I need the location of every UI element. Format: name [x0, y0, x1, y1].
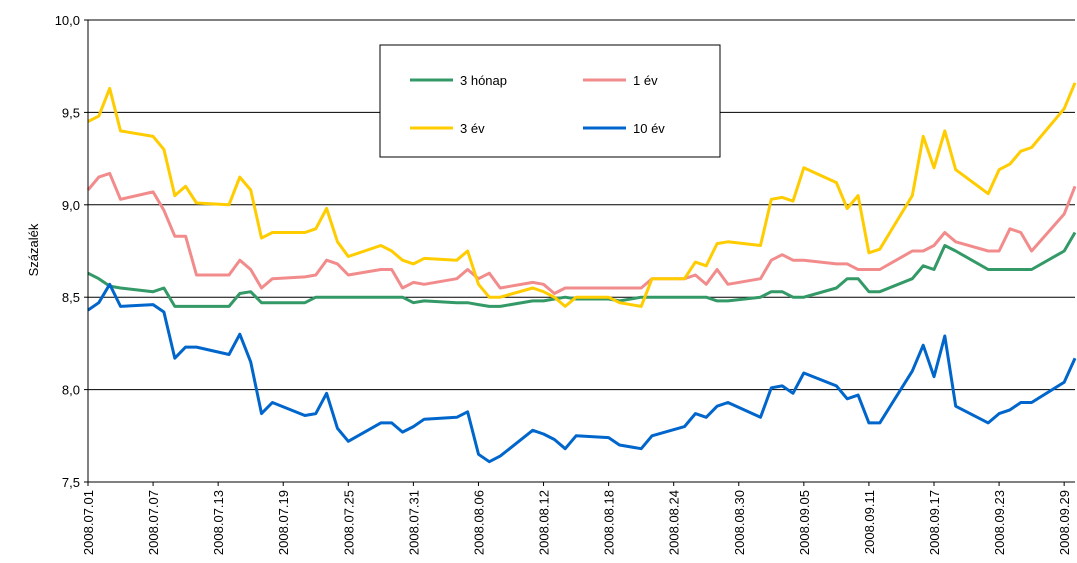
x-tick-label: 2008.08.30	[732, 490, 747, 555]
y-axis-label: Százalék	[26, 223, 41, 276]
axes	[84, 19, 1075, 486]
series-line-4	[87, 282, 1077, 464]
x-tick-label: 2008.08.06	[471, 490, 486, 555]
legend-label: 3 hónap	[460, 73, 507, 88]
x-tick-label: 2008.07.01	[81, 490, 96, 555]
legend-label: 3 év	[460, 121, 485, 136]
legend-box	[379, 44, 721, 158]
series-line-1	[87, 231, 1077, 308]
legend: 3 hónap 1 év 3 év 10 év	[379, 44, 721, 158]
y-tick-label: 7,5	[62, 475, 80, 490]
x-tick-labels: 2008.07.01 2008.07.07 2008.07.13 2008.07.19…	[81, 490, 1072, 555]
y-tick-labels: 10,0 9,5 9,0 8,5 8,0 7,5	[55, 13, 80, 490]
legend-label: 10 év	[633, 121, 665, 136]
y-tick-label: 8,0	[62, 383, 80, 398]
x-tick-label: 2008.07.25	[341, 490, 356, 555]
x-tick-label: 2008.09.11	[862, 490, 877, 554]
x-tick-label: 2008.08.24	[667, 490, 682, 555]
x-tick-label: 2008.08.12	[537, 490, 552, 555]
series-lines	[86, 82, 1077, 464]
legend-label: 1 év	[633, 73, 658, 88]
x-tick-label: 2008.07.19	[276, 490, 291, 555]
x-tick-label: 2008.09.17	[927, 490, 942, 555]
x-tick-label: 2008.07.13	[211, 490, 226, 555]
x-tick-label: 2008.09.29	[1057, 490, 1072, 555]
x-tick-label: 2008.07.31	[406, 490, 421, 555]
y-tick-label: 10,0	[55, 13, 80, 28]
y-tick-label: 8,5	[62, 290, 80, 305]
y-tick-label: 9,5	[62, 105, 80, 120]
y-tick-label: 9,0	[62, 198, 80, 213]
x-tick-label: 2008.09.05	[797, 490, 812, 555]
x-tick-label: 2008.09.23	[992, 490, 1007, 555]
x-tick-label: 2008.08.18	[602, 490, 617, 555]
series-line-3	[87, 82, 1077, 308]
series-line-2	[86, 171, 1077, 295]
x-tick-label: 2008.07.07	[146, 490, 161, 555]
